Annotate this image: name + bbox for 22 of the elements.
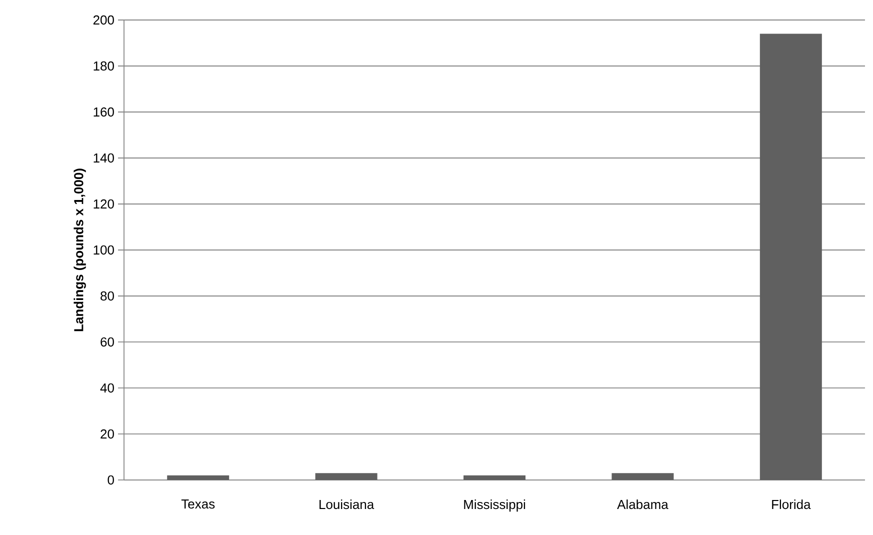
bar [464,475,526,480]
x-tick-label: Mississippi [464,500,526,512]
y-tick-label: 60 [100,337,114,347]
y-tick-label: 40 [100,383,114,393]
y-tick-label: 140 [94,153,114,163]
x-tick-label: Texas [181,500,215,509]
y-tick-label: 180 [94,61,114,71]
x-tick-label: Louisiana [320,500,374,510]
y-tick-label: 200 [93,15,114,25]
y-tick-label: 120 [94,199,114,209]
bar [760,34,822,480]
x-tick-label: Alabama [617,500,668,510]
bar [612,473,674,480]
y-tick-label: 80 [100,291,114,301]
y-axis-title: Landings (pounds x 1,000) [74,168,86,332]
y-tick-label: 20 [100,429,114,439]
y-tick-label: 100 [94,245,114,255]
y-tick-label: 0 [108,475,114,485]
y-tick-label: 160 [94,107,114,117]
x-tick-label: Florida [772,500,811,510]
bar [315,473,378,480]
bar [167,475,230,480]
